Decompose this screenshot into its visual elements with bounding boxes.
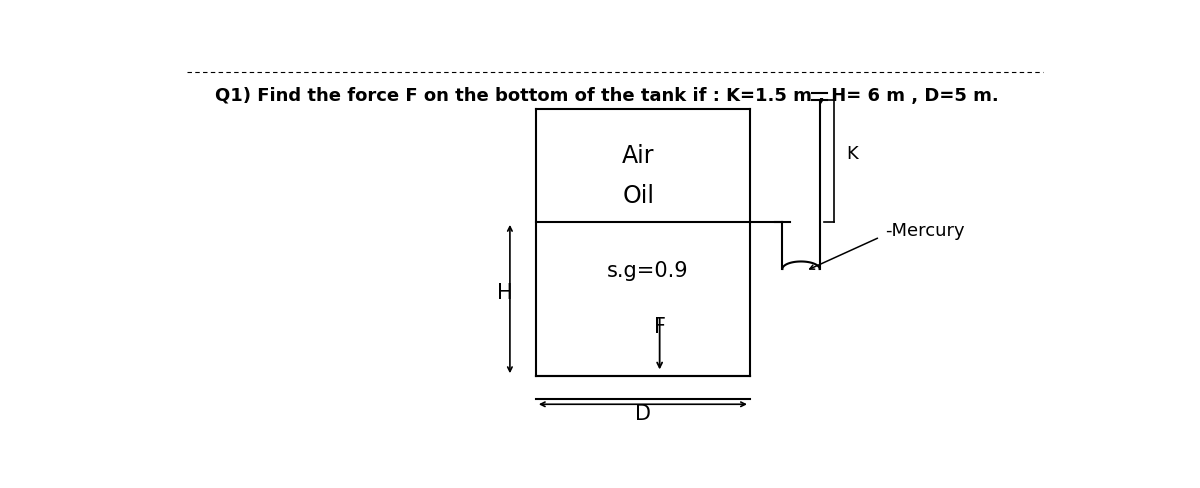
Text: s.g=0.9: s.g=0.9 <box>607 261 689 281</box>
Text: K: K <box>846 145 858 163</box>
Text: Air: Air <box>622 144 654 168</box>
Text: H: H <box>497 284 512 304</box>
Text: Oil: Oil <box>623 183 654 208</box>
Text: Q1) Find the force F on the bottom of the tank if : K=1.5 m , H= 6 m , D=5 m.: Q1) Find the force F on the bottom of th… <box>215 87 998 105</box>
Text: D: D <box>635 404 650 424</box>
Text: -Mercury: -Mercury <box>884 223 965 241</box>
Text: F: F <box>654 317 666 337</box>
